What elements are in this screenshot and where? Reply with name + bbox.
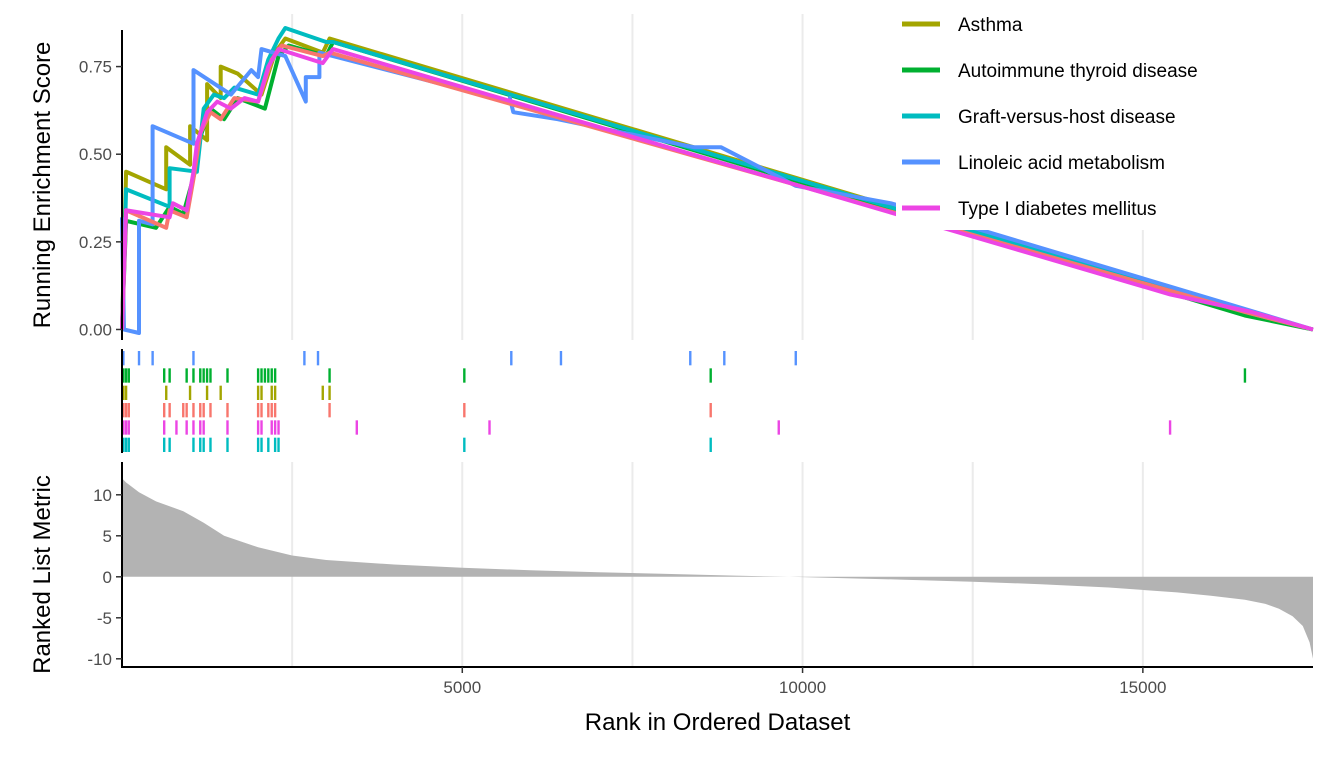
running-es-line <box>120 36 1314 332</box>
legend-label: Type I diabetes mellitus <box>958 199 1157 220</box>
hit-rug-panel <box>121 349 1247 453</box>
hit-rug-marks <box>122 351 1247 452</box>
legend-label: Asthma <box>958 15 1023 36</box>
y-tick-label: 5 <box>103 527 112 546</box>
legend-label: Autoimmune thyroid disease <box>958 61 1198 82</box>
x-axis-label: Rank in Ordered Dataset <box>585 709 851 736</box>
legend-label: Graft-versus-host disease <box>958 107 1176 128</box>
y-tick-label: -10 <box>87 650 112 669</box>
y-tick-label: 0.25 <box>79 233 112 252</box>
ranked-metric-area <box>122 478 1313 659</box>
x-ticks: 5000 10000 15000 <box>443 667 1166 697</box>
y-tick-label: -5 <box>97 609 112 628</box>
running-es-line <box>120 47 1314 332</box>
ranked-metric-y-label: Ranked List Metric <box>29 475 56 674</box>
legend: Asthma Autoimmune thyroid disease Graft-ve… <box>896 6 1276 230</box>
y-tick-label: 0.75 <box>79 58 112 77</box>
ranked-metric-gridlines <box>291 462 1144 667</box>
y-tick-label: 0.50 <box>79 145 112 164</box>
running-es-line <box>120 47 1314 335</box>
legend-label: Linoleic acid metabolism <box>958 153 1165 174</box>
ranked-metric-y-ticks: 10 5 0 -5 -10 <box>87 486 122 669</box>
x-tick-label: 5000 <box>443 678 481 697</box>
running-es-lines <box>120 26 1314 335</box>
legend-background <box>896 6 1276 230</box>
running-es-y-ticks: 0.00 0.25 0.50 0.75 <box>79 58 122 339</box>
y-tick-label: 10 <box>93 486 112 505</box>
ranked-metric-panel: 10 5 0 -5 -10 5000 10000 15000 Ranked List Met… <box>29 462 1313 736</box>
x-tick-label: 15000 <box>1119 678 1166 697</box>
x-tick-label: 10000 <box>779 678 826 697</box>
running-es-y-label: Running Enrichment Score <box>29 42 56 329</box>
y-tick-label: 0.00 <box>79 320 112 339</box>
y-tick-label: 0 <box>103 568 112 587</box>
legend-items: Asthma Autoimmune thyroid disease Graft-ve… <box>902 15 1198 220</box>
